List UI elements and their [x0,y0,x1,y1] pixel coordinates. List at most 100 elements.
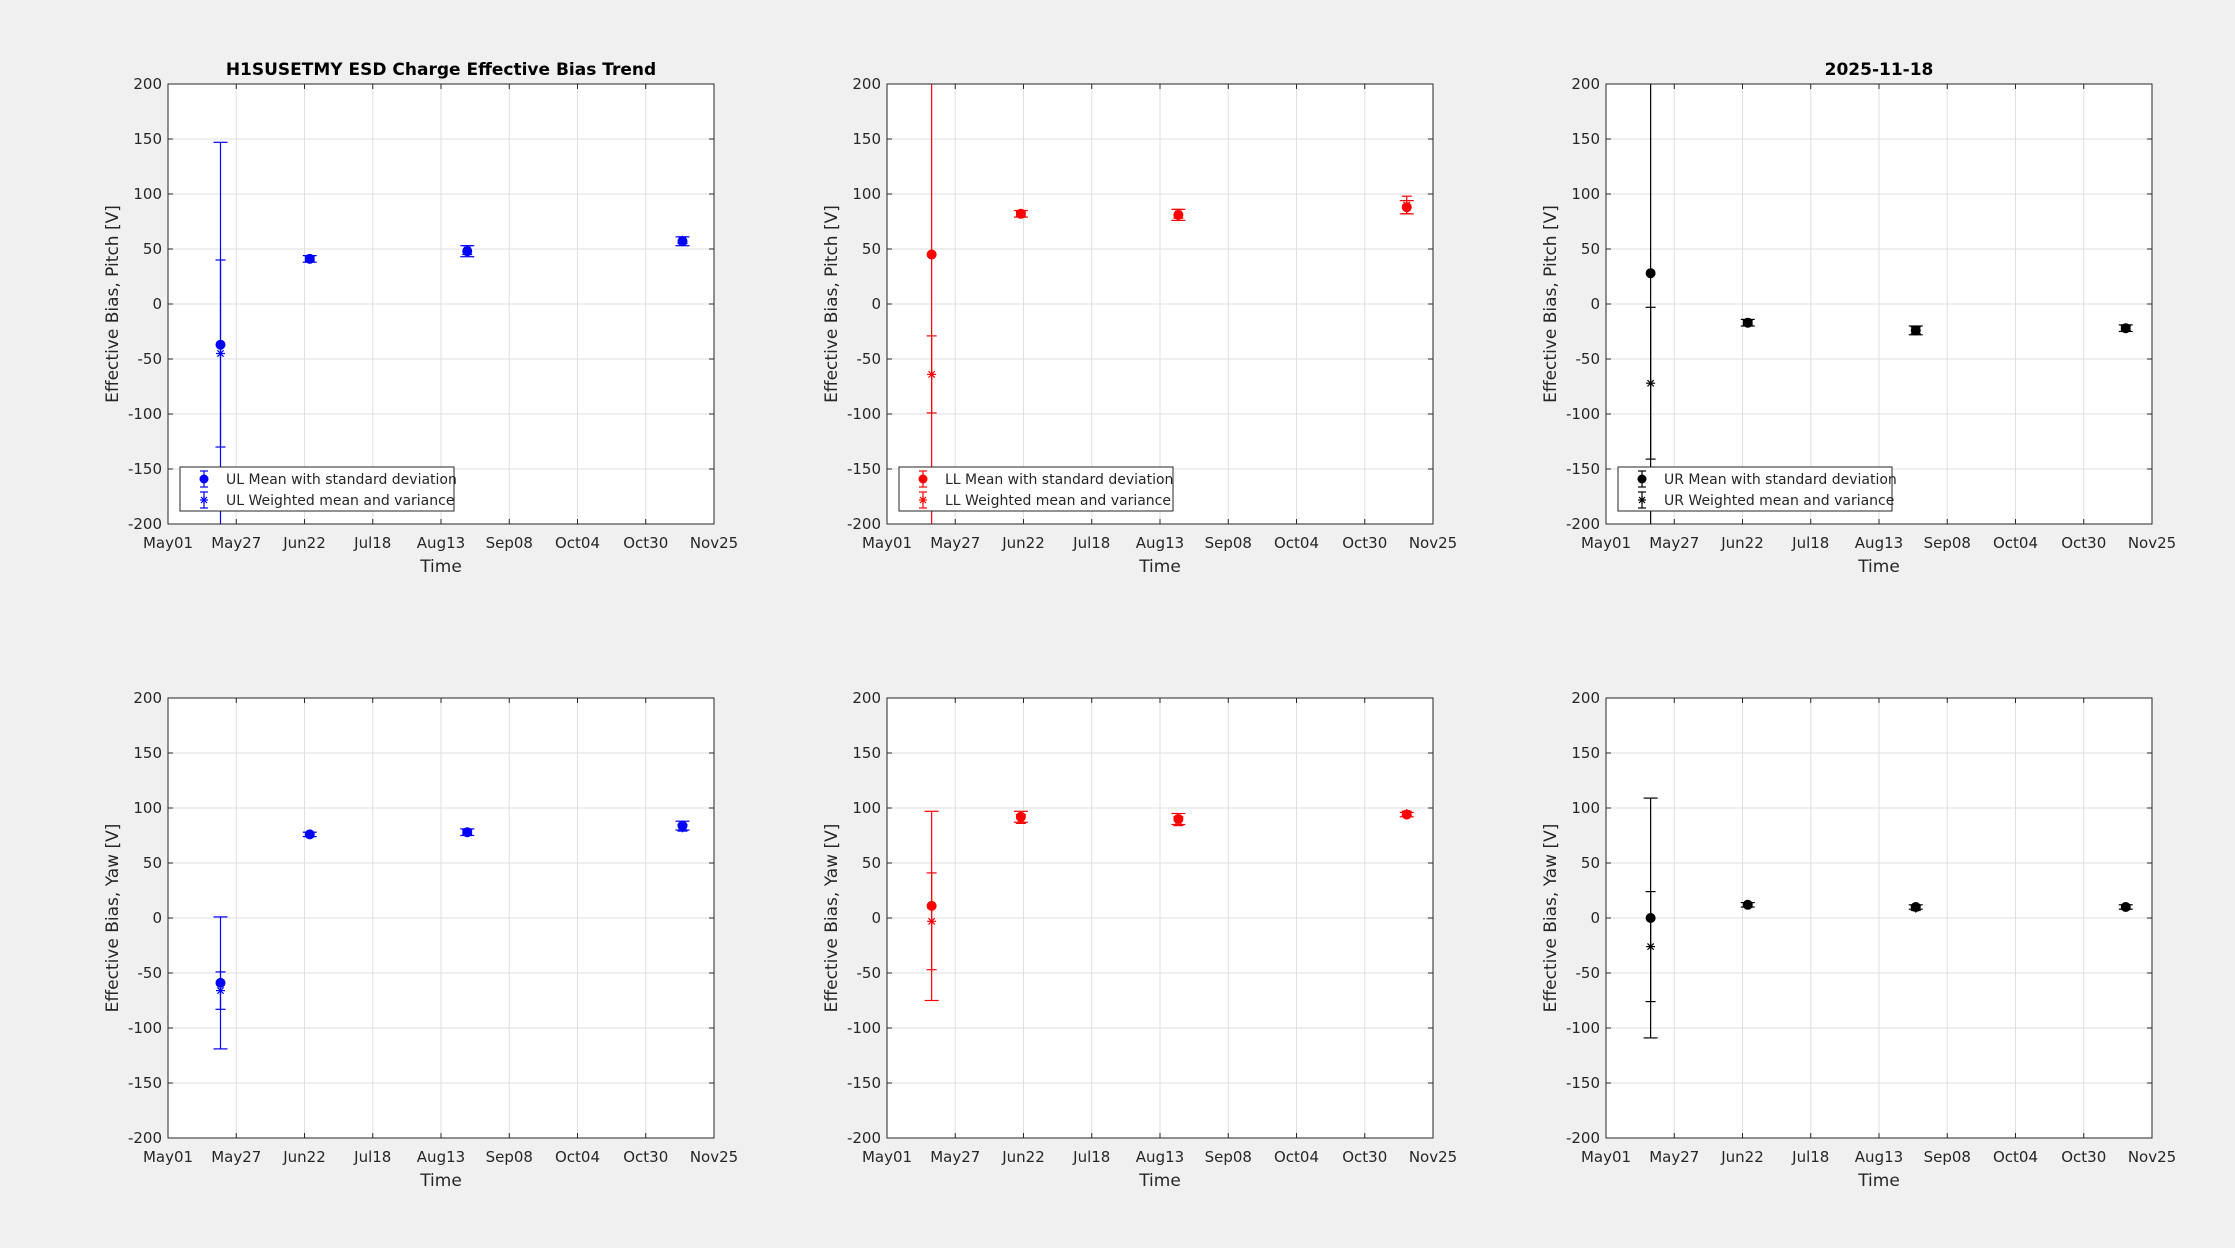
data-point-asterisk [462,827,472,837]
legend-marker-circle [1637,474,1647,484]
y-tick-label: 200 [852,75,881,93]
y-tick-label: 50 [143,854,162,872]
x-tick-label: Jun22 [1001,1148,1045,1166]
y-axis-label: Effective Bias, Pitch [V] [103,205,123,403]
y-tick-label: -50 [138,964,163,982]
x-tick-label: Nov25 [2128,1148,2176,1166]
data-point-asterisk [305,254,315,264]
asterisk-stroke [306,255,314,263]
data-point-asterisk [2121,902,2131,912]
y-tick-label: -50 [1576,964,1601,982]
x-tick-label: Jun22 [1001,534,1045,552]
x-tick-label: Oct30 [1342,1148,1387,1166]
x-tick-label: Jun22 [282,534,326,552]
legend-marker-circle [918,474,928,484]
x-tick-label: May01 [143,534,193,552]
x-axis-label: Time [419,1171,462,1191]
y-tick-label: 150 [1571,130,1600,148]
asterisk-stroke [200,496,208,504]
asterisk-stroke [216,987,225,995]
data-point-asterisk [927,369,937,379]
x-tick-label: Aug13 [417,1148,465,1166]
data-point-asterisk [2121,323,2131,333]
data-point-asterisk [678,235,687,245]
data-point-asterisk [678,823,687,833]
asterisk-stroke [919,496,927,504]
asterisk-stroke [216,349,225,358]
y-tick-label: 0 [1590,909,1600,927]
x-tick-label: Aug13 [1136,1148,1184,1166]
data-point-circle [1645,268,1656,279]
asterisk-stroke [1017,815,1025,823]
x-tick-label: Sep08 [486,1148,533,1166]
panel-UR-pitch: -200 -150 -100 -50 0 50 100 150 200 May01 May27 Jun… [1541,60,2176,577]
legend-label: UR Weighted mean and variance [1664,493,1894,509]
panel-UR-yaw: -200 -150 -100 -50 0 50 100 150 200 May01 May27 Jun… [1541,689,2176,1191]
x-tick-label: Jun22 [1720,534,1764,552]
y-tick-label: -100 [847,1019,881,1037]
legend-marker-asterisk [200,496,208,504]
y-tick-label: 100 [1571,799,1600,817]
x-tick-label: Oct30 [2061,534,2106,552]
axes-box [1605,83,2153,525]
legend-entry: UL Mean with standard deviation [199,470,457,488]
x-tick-label: Oct04 [1993,534,2038,552]
data-point-asterisk [1016,209,1026,219]
series-weighted [1645,890,2131,1003]
legend-box [1617,466,1893,512]
legend-entry: UR Weighted mean and variance [1638,491,1894,509]
asterisk-stroke [1174,817,1182,825]
x-tick-label: May01 [862,1148,912,1166]
series-group [924,809,1414,1002]
x-tick-label: May27 [930,1148,980,1166]
x-axis-label: Time [1138,1171,1181,1191]
y-tick-label: 100 [852,185,881,203]
x-tick-label: Aug13 [417,534,465,552]
panel-UL-pitch: -200 -150 -100 -50 0 50 100 150 200 May01 May27 Jun… [103,60,738,577]
asterisk-stroke [1647,379,1655,387]
data-point-asterisk [1402,809,1412,818]
y-tick-label: -200 [128,1129,162,1147]
y-tick-label: 100 [1571,185,1600,203]
y-tick-label: -150 [1566,460,1600,478]
y-tick-label: -150 [128,460,162,478]
y-tick-label: -100 [1566,405,1600,423]
x-tick-label: Oct30 [623,1148,668,1166]
axes-box [167,697,715,1139]
series-weighted [215,823,688,1010]
y-tick-label: 0 [871,295,881,313]
y-axis-label: Effective Bias, Pitch [V] [1541,205,1561,403]
x-tick-label: May27 [1649,1148,1699,1166]
asterisk-stroke [678,824,687,832]
y-tick-label: 200 [1571,689,1600,707]
x-tick-label: May27 [211,1148,261,1166]
legend-label: LL Mean with standard deviation [945,472,1173,488]
asterisk-stroke [1912,904,1920,912]
x-axis-label: Time [419,557,462,577]
x-tick-label: Jul18 [1072,534,1110,552]
axes-box [1605,697,2153,1139]
x-tick-label: Aug13 [1855,1148,1903,1166]
y-tick-label: -50 [1576,350,1601,368]
asterisk-stroke [2122,903,2130,911]
y-tick-label: -200 [1566,1129,1600,1147]
y-tick-label: 150 [852,744,881,762]
asterisk-stroke [463,246,471,254]
series-weighted [926,809,1412,971]
asterisk-stroke [1744,901,1752,909]
x-tick-label: Sep08 [1924,534,1971,552]
x-tick-label: Nov25 [690,534,738,552]
y-tick-label: 50 [862,854,881,872]
y-tick-label: 150 [133,130,162,148]
data-point-asterisk [216,349,225,358]
x-tick-label: Oct30 [623,534,668,552]
asterisk-stroke [1647,943,1655,951]
x-tick-label: Oct04 [555,534,600,552]
data-point-circle [926,249,937,260]
legend-box [179,466,455,512]
x-tick-label: Jun22 [1720,1148,1764,1166]
axes-box [886,83,1434,525]
chart-title: 2025-11-18 [1825,60,1934,80]
x-tick-label: Oct04 [1993,1148,2038,1166]
